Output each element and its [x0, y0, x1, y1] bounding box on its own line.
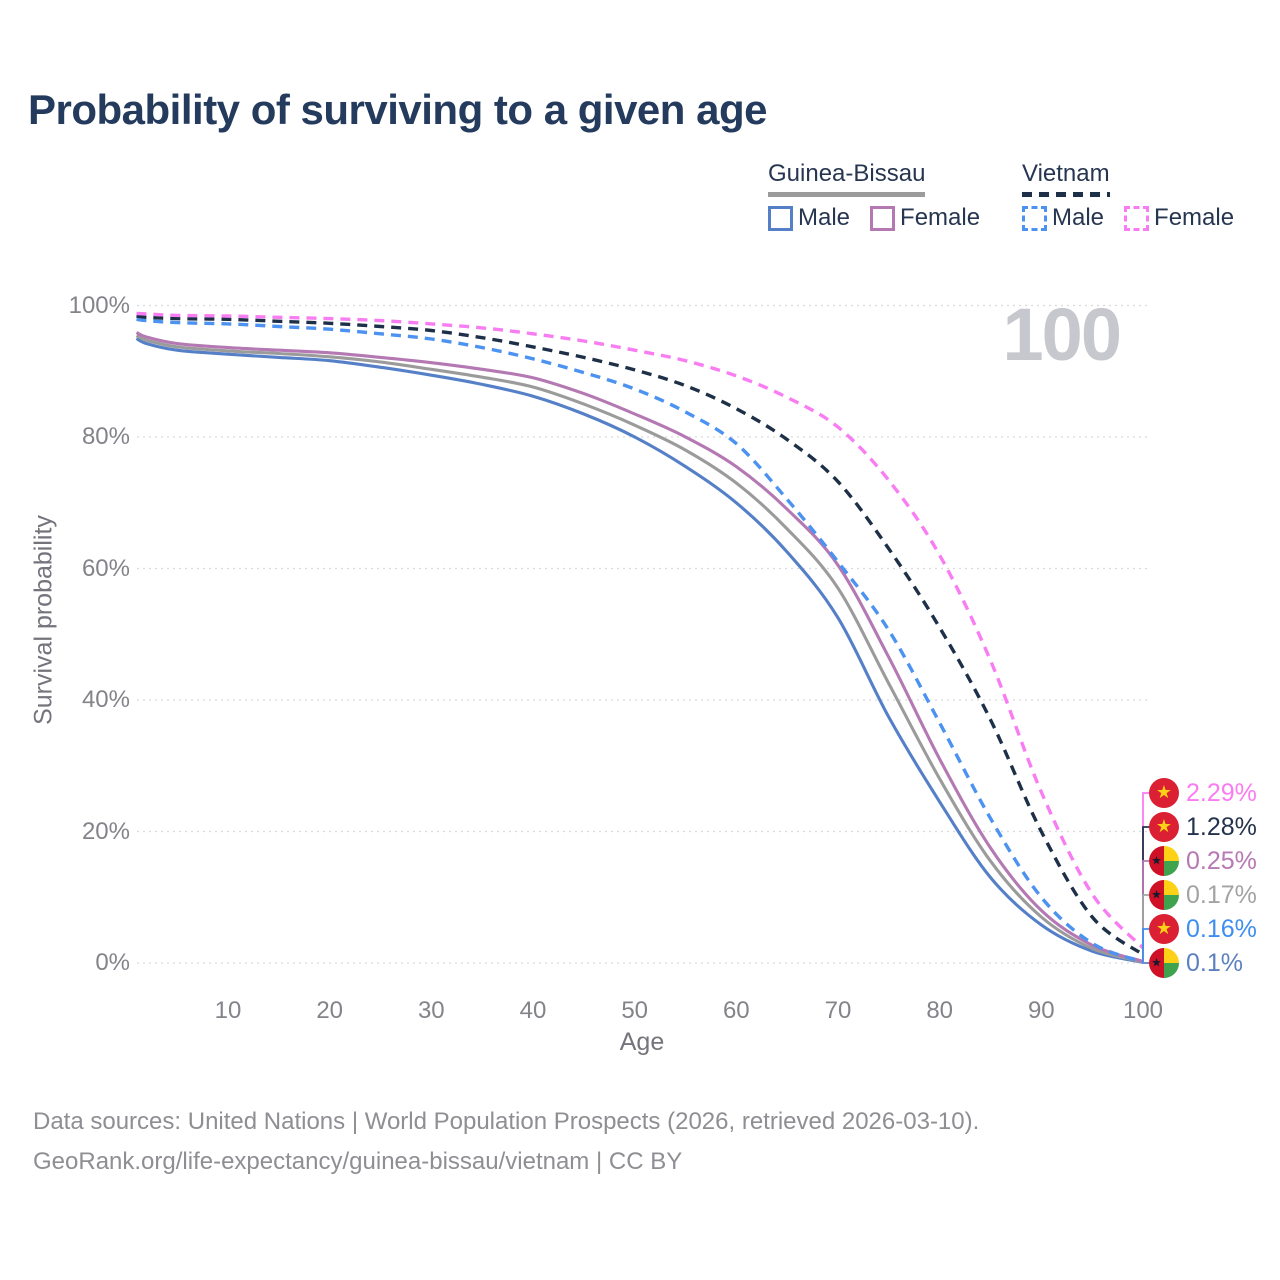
label-connector — [1142, 962, 1151, 964]
current-age-watermark: 100 — [1002, 293, 1122, 376]
vietnam-flag-icon: ★ — [1149, 778, 1179, 808]
legend-swatch-guinea-bissau-female[interactable] — [870, 205, 896, 231]
legend-swatch-guinea-bissau-male[interactable] — [768, 205, 793, 231]
x-tick-label: 70 — [824, 997, 852, 1024]
x-tick-label: 50 — [621, 997, 649, 1024]
legend-swatch-vietnam-male[interactable] — [1022, 205, 1047, 231]
star-icon: ★ — [1151, 887, 1162, 902]
x-tick-label: 30 — [417, 997, 445, 1024]
label-connectors — [1142, 792, 1151, 964]
end-label-value: 0.25% — [1186, 846, 1257, 875]
star-icon: ★ — [1155, 782, 1173, 803]
source-line-2: GeoRank.org/life-expectancy/guinea-bissa… — [33, 1148, 683, 1175]
star-icon: ★ — [1155, 918, 1173, 939]
end-label-value: 2.29% — [1186, 778, 1257, 807]
guinea-bissau-flag-icon: ★ — [1149, 948, 1179, 978]
x-tick-label: 10 — [214, 997, 242, 1024]
legend-country-head: Vietnam — [1022, 160, 1110, 197]
source-line-1: Data sources: United Nations | World Pop… — [33, 1108, 980, 1135]
end-label-row: ★ 1.28% — [1149, 811, 1257, 843]
x-tick-label: 100 — [1122, 997, 1164, 1024]
end-label-row: ★ 0.17% — [1149, 879, 1257, 911]
y-tick-label: 60% — [81, 554, 130, 582]
legend-country-label: Vietnam — [1022, 160, 1110, 187]
end-label-row: ★ 2.29% — [1149, 777, 1257, 809]
series-line-guinea-bissau-female — [135, 331, 1144, 963]
vietnam-flag-icon: ★ — [1149, 914, 1179, 944]
x-tick-label: 20 — [316, 997, 344, 1024]
legend-item-label[interactable]: Female — [1154, 204, 1235, 231]
x-tick-label: 40 — [519, 997, 547, 1024]
series-line-guinea-bissau-male — [135, 337, 1144, 964]
end-label-value: 0.1% — [1186, 948, 1243, 977]
star-icon: ★ — [1155, 816, 1173, 837]
y-tick-label: 100% — [68, 291, 130, 319]
series-line-vietnam — [136, 314, 1145, 956]
legend-items: Male Female — [768, 204, 1000, 232]
legend-item-label[interactable]: Male — [798, 204, 851, 231]
legend-swatch-vietnam-female[interactable] — [1124, 205, 1150, 231]
legend-item-label[interactable]: Male — [1052, 204, 1105, 231]
y-tick-label: 0% — [95, 949, 130, 976]
y-tick-label: 40% — [81, 686, 130, 713]
end-label-value: 0.16% — [1186, 914, 1257, 943]
series-lines — [135, 311, 1145, 964]
series-line-vietnam-male — [136, 317, 1144, 964]
guinea-bissau-flag-icon: ★ — [1149, 880, 1179, 910]
legend-country-head: Guinea-Bissau — [768, 160, 926, 197]
guinea-bissau-flag-icon: ★ — [1149, 846, 1179, 876]
x-tick-label: 90 — [1027, 997, 1055, 1024]
end-label-row: ★ 0.16% — [1149, 913, 1257, 945]
label-connector — [1142, 928, 1151, 962]
x-tick-label: 60 — [722, 997, 750, 1024]
legend-solid-line-swatch — [768, 192, 926, 197]
legend-item-label[interactable]: Female — [900, 204, 981, 231]
legend-items: Male Female — [1022, 204, 1254, 232]
x-tick-label: 80 — [926, 997, 954, 1024]
y-axis-title: Survival probability — [29, 515, 58, 725]
legend-country-label: Guinea-Bissau — [768, 160, 926, 187]
gridlines — [137, 304, 1148, 964]
y-tick-label: 80% — [81, 423, 130, 450]
star-icon: ★ — [1151, 853, 1162, 868]
legend-group-guinea-bissau: Guinea-Bissau Male Female — [768, 160, 1000, 232]
y-tick-label: 20% — [81, 817, 130, 845]
end-label-value: 0.17% — [1186, 880, 1257, 909]
vietnam-flag-icon: ★ — [1149, 812, 1179, 842]
legend-group-vietnam: Vietnam Male Female — [1022, 160, 1254, 232]
end-label-row: ★ 0.25% — [1149, 845, 1257, 877]
page-title: Probability of surviving to a given age — [28, 86, 767, 133]
x-axis-title: Age — [619, 1028, 665, 1056]
legend-dashed-line-swatch — [1022, 192, 1110, 197]
star-icon: ★ — [1151, 955, 1162, 970]
series-line-guinea-bissau — [135, 334, 1144, 964]
end-label-row: ★ 0.1% — [1149, 947, 1243, 979]
end-label-value: 1.28% — [1186, 812, 1257, 841]
